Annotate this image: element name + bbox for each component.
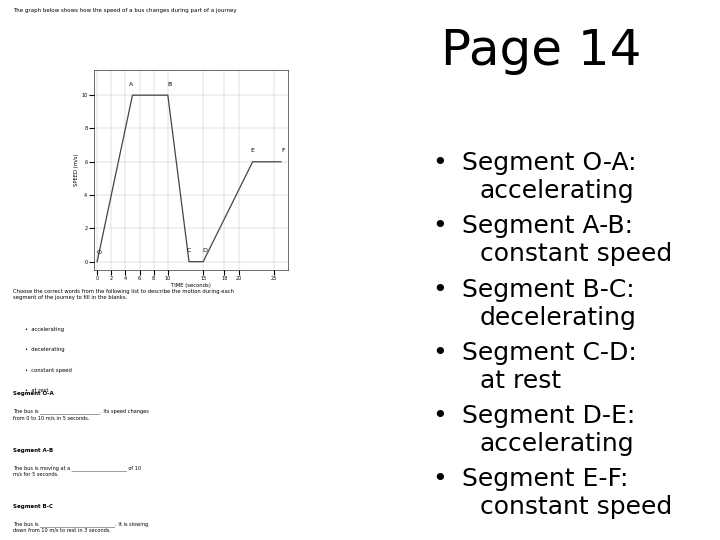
Text: •: • — [432, 278, 446, 301]
Text: •  decelerating: • decelerating — [25, 347, 65, 352]
Text: •: • — [432, 151, 446, 175]
Text: •: • — [432, 404, 446, 428]
Text: F: F — [282, 148, 285, 153]
Text: Segment A-B:: Segment A-B: — [462, 214, 633, 238]
Text: at rest: at rest — [480, 369, 561, 393]
Text: Segment O-A:: Segment O-A: — [462, 151, 636, 175]
Text: constant speed: constant speed — [480, 495, 672, 519]
Text: Segment B-C: Segment B-C — [12, 504, 53, 509]
Text: Segment O-A: Segment O-A — [12, 392, 53, 396]
Text: Choose the correct words from the following list to describe the motion during e: Choose the correct words from the follow… — [12, 289, 233, 300]
Y-axis label: SPEED (m/s): SPEED (m/s) — [74, 154, 79, 186]
Text: The graph below shows how the speed of a bus changes during part of a journey: The graph below shows how the speed of a… — [12, 8, 236, 13]
Text: E: E — [251, 148, 255, 153]
Text: •  constant speed: • constant speed — [25, 368, 72, 373]
Text: Segment B-C:: Segment B-C: — [462, 278, 634, 301]
Text: B: B — [167, 82, 171, 87]
Text: Segment E-F:: Segment E-F: — [462, 467, 628, 491]
Text: accelerating: accelerating — [480, 179, 634, 203]
Text: •: • — [432, 341, 446, 364]
Text: •: • — [432, 214, 446, 238]
Text: Segment A-B: Segment A-B — [12, 448, 53, 453]
Text: Segment C-D:: Segment C-D: — [462, 341, 636, 364]
Text: A: A — [129, 82, 133, 87]
Text: constant speed: constant speed — [480, 242, 672, 266]
Text: accelerating: accelerating — [480, 432, 634, 456]
Text: O: O — [96, 250, 102, 255]
Text: decelerating: decelerating — [480, 306, 636, 329]
X-axis label: TIME (seconds): TIME (seconds) — [171, 284, 211, 288]
Text: •: • — [432, 467, 446, 491]
Text: D: D — [203, 248, 208, 253]
Text: C: C — [187, 248, 192, 253]
Text: The bus is ______________________________. It is slowing
down from 10 m/s to res: The bus is _____________________________… — [12, 521, 148, 532]
Text: Segment D-E:: Segment D-E: — [462, 404, 635, 428]
Text: •  at rest: • at rest — [25, 388, 49, 393]
Text: The bus is moving at a ______________________ of 10
m/s for 5 seconds.: The bus is moving at a _________________… — [12, 465, 140, 476]
Text: Page 14: Page 14 — [441, 27, 641, 75]
Text: •  accelerating: • accelerating — [25, 327, 64, 332]
Text: The bus is ________________________. Its speed changes
from 0 to 10 m/s in 5 sec: The bus is ________________________. Its… — [12, 409, 148, 420]
